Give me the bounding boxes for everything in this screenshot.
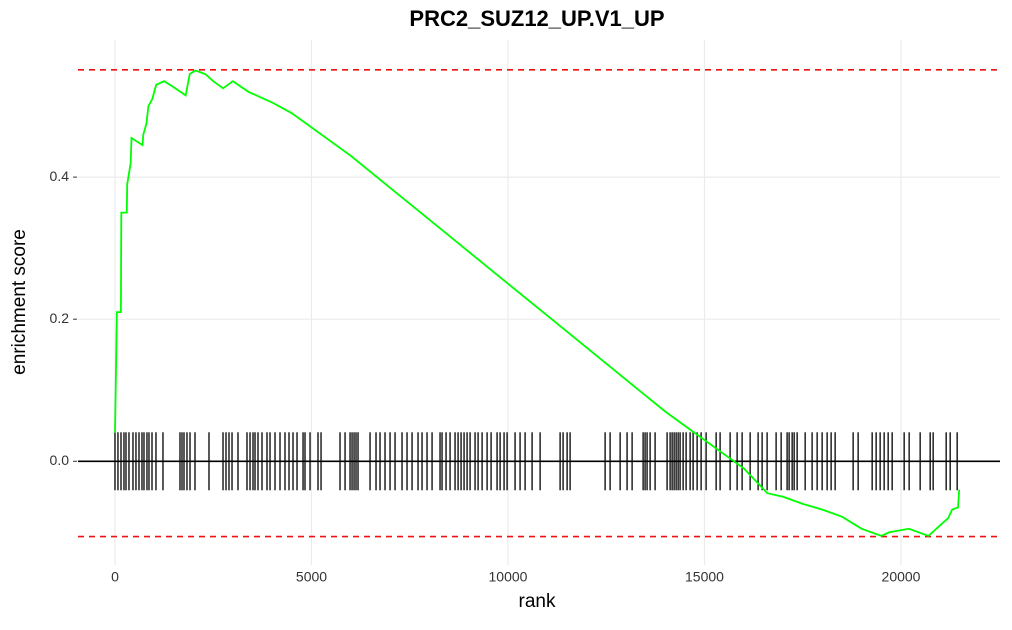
- x-axis-label: rank: [519, 591, 556, 612]
- x-tick-label: 5000: [296, 569, 327, 585]
- y-tick-label: 0.2: [50, 310, 70, 326]
- x-tick-label: 0: [111, 569, 119, 585]
- enrichment-line: [114, 69, 961, 537]
- y-tick-label: 0.4: [50, 168, 70, 184]
- x-tick-label: 15000: [685, 569, 724, 585]
- x-tick-label: 20000: [882, 569, 921, 585]
- x-tick-label: 10000: [489, 569, 528, 585]
- y-axis-label: enrichment score: [9, 229, 30, 375]
- y-tick-label: 0.0: [50, 452, 70, 468]
- chart-title: PRC2_SUZ12_UP.V1_UP: [409, 6, 664, 31]
